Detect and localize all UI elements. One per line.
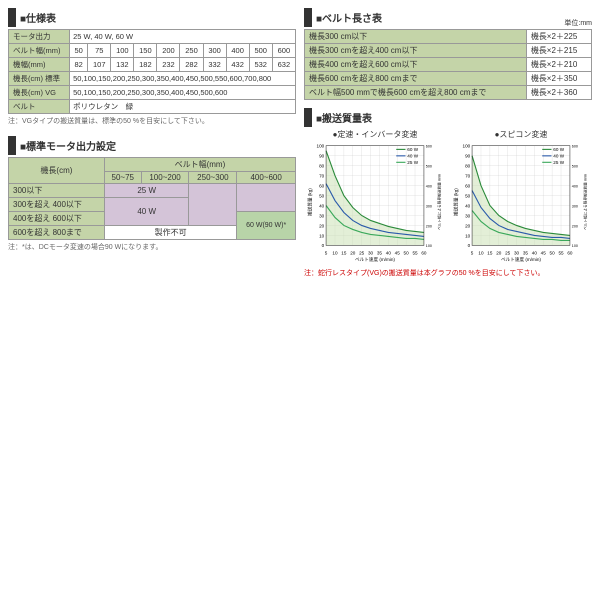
svg-text:ベルト幅による限界搬送質量 m/m: ベルト幅による限界搬送質量 m/m [437, 174, 442, 230]
svg-text:50: 50 [404, 251, 410, 256]
belt-title: ■ベルト長さ表 [304, 8, 564, 27]
spec-table: モータ出力25 W, 40 W, 60 Wベルト幅(mm)50751001502… [8, 29, 296, 114]
output-table: 機長(cm)ベルト幅(mm)50~75100~200250~300400~600… [8, 157, 296, 240]
svg-text:20: 20 [496, 251, 502, 256]
svg-text:40: 40 [465, 203, 471, 208]
svg-text:70: 70 [465, 173, 471, 178]
svg-text:5: 5 [471, 251, 474, 256]
svg-text:5: 5 [325, 251, 328, 256]
svg-text:搬送質量 (kg): 搬送質量 (kg) [452, 188, 459, 216]
svg-text:10: 10 [319, 233, 325, 238]
svg-text:80: 80 [465, 163, 471, 168]
svg-text:25: 25 [505, 251, 511, 256]
mass-note: 注：蛇行レスタイプ(VG)の搬送質量は本グラフの50 %を目安にして下さい。 [304, 268, 592, 278]
svg-text:50: 50 [550, 251, 556, 256]
svg-text:60 W: 60 W [553, 147, 564, 152]
svg-text:20: 20 [319, 223, 325, 228]
svg-text:35: 35 [523, 251, 529, 256]
svg-text:90: 90 [465, 154, 471, 159]
svg-text:100: 100 [463, 144, 471, 149]
svg-text:40 W: 40 W [553, 154, 564, 159]
svg-text:10: 10 [465, 233, 471, 238]
charts: ●定速・インバータ変速 5101520253035404550556001020… [304, 129, 592, 264]
svg-text:ベルト幅による限界搬送質量 m/m: ベルト幅による限界搬送質量 m/m [583, 174, 588, 230]
svg-text:20: 20 [465, 223, 471, 228]
svg-text:25: 25 [359, 251, 365, 256]
spec-note: 注：VGタイプの搬送質量は、標準の50 %を目安にして下さい。 [8, 116, 296, 126]
chart1-label: ●定速・インバータ変速 [304, 129, 446, 140]
svg-text:15: 15 [341, 251, 347, 256]
left-col: ■仕様表 モータ出力25 W, 40 W, 60 Wベルト幅(mm)507510… [8, 8, 296, 278]
svg-text:60 W: 60 W [407, 147, 418, 152]
svg-text:10: 10 [332, 251, 338, 256]
right-col: ■ベルト長さ表 単位:mm 機長300 cm以下機長×2＋225機長300 cm… [304, 8, 592, 278]
chart-2: ●スピコン変速 51015202530354045505560010203040… [450, 129, 592, 264]
svg-text:60: 60 [567, 251, 573, 256]
svg-text:20: 20 [350, 251, 356, 256]
svg-text:300: 300 [426, 204, 432, 208]
svg-text:45: 45 [541, 251, 547, 256]
svg-text:90: 90 [319, 154, 325, 159]
svg-text:10: 10 [478, 251, 484, 256]
svg-text:100: 100 [317, 144, 325, 149]
svg-text:55: 55 [412, 251, 418, 256]
svg-text:25 W: 25 W [553, 160, 564, 165]
svg-text:搬送質量 (kg): 搬送質量 (kg) [306, 188, 313, 216]
svg-text:35: 35 [377, 251, 383, 256]
svg-text:300: 300 [572, 204, 578, 208]
svg-text:200: 200 [572, 224, 578, 228]
svg-text:0: 0 [322, 243, 325, 248]
svg-text:500: 500 [426, 164, 432, 168]
svg-text:ベルト速度 (m/min): ベルト速度 (m/min) [355, 256, 395, 262]
belt-unit: 単位:mm [564, 18, 592, 28]
svg-text:15: 15 [487, 251, 493, 256]
svg-text:60: 60 [319, 183, 325, 188]
svg-text:30: 30 [368, 251, 374, 256]
svg-text:600: 600 [426, 145, 432, 149]
svg-text:600: 600 [572, 145, 578, 149]
mass-title: ■搬送質量表 [304, 108, 592, 127]
svg-text:200: 200 [426, 224, 432, 228]
svg-text:400: 400 [572, 184, 578, 188]
chart-1: ●定速・インバータ変速 5101520253035404550556001020… [304, 129, 446, 264]
svg-text:ベルト速度 (m/min): ベルト速度 (m/min) [501, 256, 541, 262]
svg-text:55: 55 [558, 251, 564, 256]
svg-text:50: 50 [319, 193, 325, 198]
svg-text:100: 100 [426, 244, 432, 248]
output-title: ■標準モータ出力設定 [8, 136, 296, 155]
output-note: 注：*は、DCモータ変速の場合90 Wになります。 [8, 242, 296, 252]
mass-section: ■搬送質量表 ●定速・インバータ変速 510152025303540455055… [304, 108, 592, 278]
svg-text:40: 40 [386, 251, 392, 256]
svg-text:30: 30 [465, 213, 471, 218]
chart2-label: ●スピコン変速 [450, 129, 592, 140]
svg-text:30: 30 [319, 213, 325, 218]
spec-title: ■仕様表 [8, 8, 296, 27]
svg-text:40: 40 [532, 251, 538, 256]
svg-text:80: 80 [319, 163, 325, 168]
svg-text:500: 500 [572, 164, 578, 168]
svg-text:60: 60 [465, 183, 471, 188]
svg-text:0: 0 [468, 243, 471, 248]
svg-text:60: 60 [421, 251, 427, 256]
svg-text:50: 50 [465, 193, 471, 198]
svg-text:25 W: 25 W [407, 160, 418, 165]
svg-text:45: 45 [395, 251, 401, 256]
svg-text:40 W: 40 W [407, 154, 418, 159]
svg-text:70: 70 [319, 173, 325, 178]
svg-text:30: 30 [514, 251, 520, 256]
belt-table: 機長300 cm以下機長×2＋225機長300 cmを超え400 cm以下機長×… [304, 29, 592, 100]
svg-text:40: 40 [319, 203, 325, 208]
svg-text:400: 400 [426, 184, 432, 188]
svg-text:100: 100 [572, 244, 578, 248]
main-container: ■仕様表 モータ出力25 W, 40 W, 60 Wベルト幅(mm)507510… [8, 8, 592, 278]
